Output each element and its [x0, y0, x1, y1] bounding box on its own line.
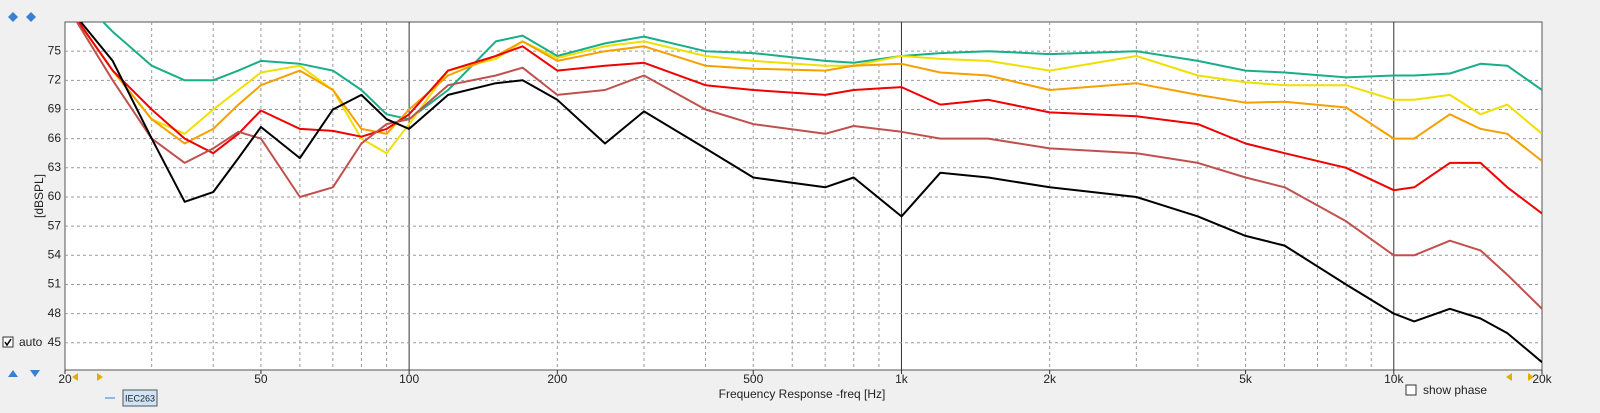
y-tick-label: 69: [48, 102, 62, 116]
show-phase-checkbox[interactable]: [1405, 384, 1417, 396]
x-tick-label: 20: [58, 372, 72, 386]
series-line: [75, 22, 1542, 310]
scroll-down[interactable]: [30, 370, 40, 377]
scroll-right[interactable]: [97, 373, 103, 381]
x-tick-label: 2k: [1043, 372, 1057, 386]
y-tick-label: 66: [48, 131, 62, 145]
x-tick-label: 100: [399, 372, 419, 386]
y-axis-label: [dBSPL]: [32, 174, 46, 218]
scroll-right[interactable]: [1528, 373, 1534, 381]
series-line: [101, 22, 1542, 121]
labels: 20 50 100 200 500 1k 2k 5k 10k 20k 45 48 51 54 57 60 63 6…: [48, 43, 1553, 386]
show-phase-label[interactable]: show phase: [1423, 383, 1487, 397]
y-tick-label: 60: [48, 189, 62, 203]
check-mark: [4, 338, 12, 347]
y-tick-label: 51: [48, 277, 62, 291]
auto-label[interactable]: auto: [19, 335, 43, 349]
x-axis-label: Frequency Response -freq [Hz]: [719, 387, 886, 401]
toolbar[interactable]: [8, 12, 1534, 381]
x-tick-label: 500: [743, 372, 763, 386]
series-line: [77, 22, 1542, 155]
x-tick-label: 50: [254, 372, 268, 386]
zoom-icon[interactable]: [26, 12, 36, 22]
plot-area: [64, 21, 1543, 371]
tag-box[interactable]: [122, 389, 158, 407]
scroll-left[interactable]: [1506, 373, 1512, 381]
x-tick-label: 5k: [1239, 372, 1253, 386]
x-tick-label: 10k: [1384, 372, 1404, 386]
zoom-icon[interactable]: [8, 12, 18, 22]
y-tick-label: 63: [48, 160, 62, 174]
auto-checkbox[interactable]: [2, 336, 14, 348]
y-tick-label: 72: [48, 72, 62, 86]
y-tick-label: 54: [48, 247, 62, 261]
x-tick-label: 1k: [895, 372, 909, 386]
y-tick-label: 45: [48, 335, 62, 349]
y-tick-label: 48: [48, 306, 62, 320]
series-group: [75, 22, 1542, 363]
series-line: [79, 22, 1542, 363]
series-line: [77, 22, 1542, 162]
scroll-left[interactable]: [72, 373, 78, 381]
y-tick-label: 57: [48, 218, 62, 232]
x-tick-label: 20k: [1532, 372, 1552, 386]
x-tick-label: 200: [547, 372, 567, 386]
series-line: [77, 22, 1542, 215]
scroll-up[interactable]: [8, 370, 18, 377]
grid: [64, 22, 1543, 374]
tag-label[interactable]: IEC263: [125, 393, 155, 403]
y-tick-label: 75: [48, 43, 62, 57]
